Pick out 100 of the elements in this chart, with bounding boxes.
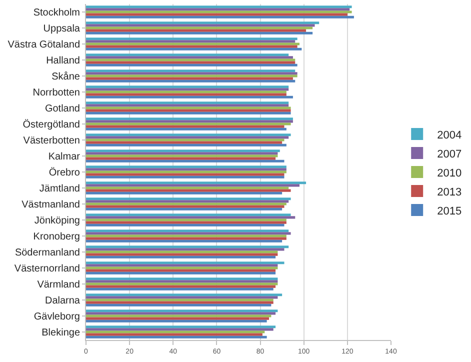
bar xyxy=(86,8,350,11)
bar xyxy=(86,40,296,43)
bar xyxy=(86,166,286,168)
bar xyxy=(86,224,284,226)
bar xyxy=(86,304,272,306)
y-tick-label: Stockholm xyxy=(33,8,80,18)
bar xyxy=(86,93,286,96)
bar xyxy=(86,16,354,18)
bar xyxy=(86,128,286,130)
bar xyxy=(86,141,282,144)
bar xyxy=(86,160,284,162)
bar xyxy=(86,138,284,142)
bar xyxy=(86,42,300,46)
y-tick-label: Kronoberg xyxy=(33,232,80,242)
bar xyxy=(86,266,278,270)
bar xyxy=(86,264,278,267)
bar xyxy=(86,253,278,256)
bar xyxy=(86,214,291,216)
bar xyxy=(86,109,291,112)
bar xyxy=(86,189,291,192)
bar xyxy=(86,152,278,155)
y-tick-label: Östergötland xyxy=(22,118,80,130)
bar xyxy=(86,157,276,160)
bar xyxy=(86,13,348,16)
bar xyxy=(86,278,278,280)
bar xyxy=(86,280,278,283)
bar xyxy=(86,24,315,27)
bar xyxy=(86,336,267,338)
bar xyxy=(86,86,289,88)
y-tick-label: Värmland xyxy=(37,280,80,290)
bar xyxy=(86,80,296,82)
bar xyxy=(86,314,272,318)
bar xyxy=(86,88,289,91)
bar xyxy=(86,230,289,232)
bar xyxy=(86,29,306,32)
bar xyxy=(86,310,278,312)
bar xyxy=(86,106,291,110)
bar xyxy=(86,96,293,98)
bar xyxy=(86,301,274,304)
bar xyxy=(86,232,291,235)
bar xyxy=(86,285,276,288)
bar xyxy=(86,328,274,331)
bar xyxy=(86,136,289,139)
y-tick-label: Skåne xyxy=(52,70,80,82)
bar xyxy=(86,104,289,107)
bar xyxy=(86,56,293,59)
bar xyxy=(86,176,284,178)
bar xyxy=(86,234,286,238)
bar xyxy=(86,72,298,75)
bar xyxy=(86,294,282,296)
bar xyxy=(86,154,278,158)
bar xyxy=(86,168,286,171)
bar xyxy=(86,173,284,176)
y-tick-label: Västra Götaland xyxy=(8,40,80,50)
bar xyxy=(86,256,276,258)
bar xyxy=(86,200,289,203)
y-tick-label: Halland xyxy=(46,56,80,66)
legend-label: 2004 xyxy=(437,129,462,142)
bar xyxy=(86,330,265,334)
bar xyxy=(86,61,296,64)
bar xyxy=(86,6,352,8)
bar xyxy=(86,144,286,146)
bar xyxy=(86,269,276,272)
bar xyxy=(86,250,278,254)
bar xyxy=(86,317,269,320)
bar xyxy=(86,38,298,40)
bar xyxy=(86,248,284,251)
bar xyxy=(86,150,280,152)
y-tick-label: Blekinge xyxy=(42,328,80,338)
bar xyxy=(86,170,286,174)
bar xyxy=(86,221,286,224)
bar xyxy=(86,122,291,126)
bar xyxy=(86,216,296,219)
bar xyxy=(86,198,291,200)
bar xyxy=(86,296,278,299)
bar xyxy=(86,246,289,248)
legend-label: 2010 xyxy=(437,167,462,180)
legend-label: 2015 xyxy=(437,205,462,218)
bar xyxy=(86,26,313,30)
bar xyxy=(86,77,293,80)
bar xyxy=(86,102,289,104)
bar xyxy=(86,120,293,123)
bar xyxy=(86,218,286,222)
y-tick-label: Norrbotten xyxy=(32,88,80,98)
y-tick-label: Södermanland xyxy=(14,248,80,258)
bar xyxy=(86,237,286,240)
y-tick-label: Västmanland xyxy=(22,200,80,210)
y-tick-label: Dalarna xyxy=(44,296,80,306)
bar xyxy=(86,58,296,62)
bar xyxy=(86,118,293,120)
bar xyxy=(86,10,352,14)
bar xyxy=(86,112,291,114)
y-tick-label: Kalmar xyxy=(48,152,81,162)
bar xyxy=(86,320,267,322)
legend-label: 2007 xyxy=(437,148,462,160)
bar xyxy=(86,262,284,264)
bar xyxy=(86,333,262,336)
bar xyxy=(86,74,298,78)
y-tick-label: Uppsala xyxy=(43,24,80,34)
bar xyxy=(86,70,296,72)
